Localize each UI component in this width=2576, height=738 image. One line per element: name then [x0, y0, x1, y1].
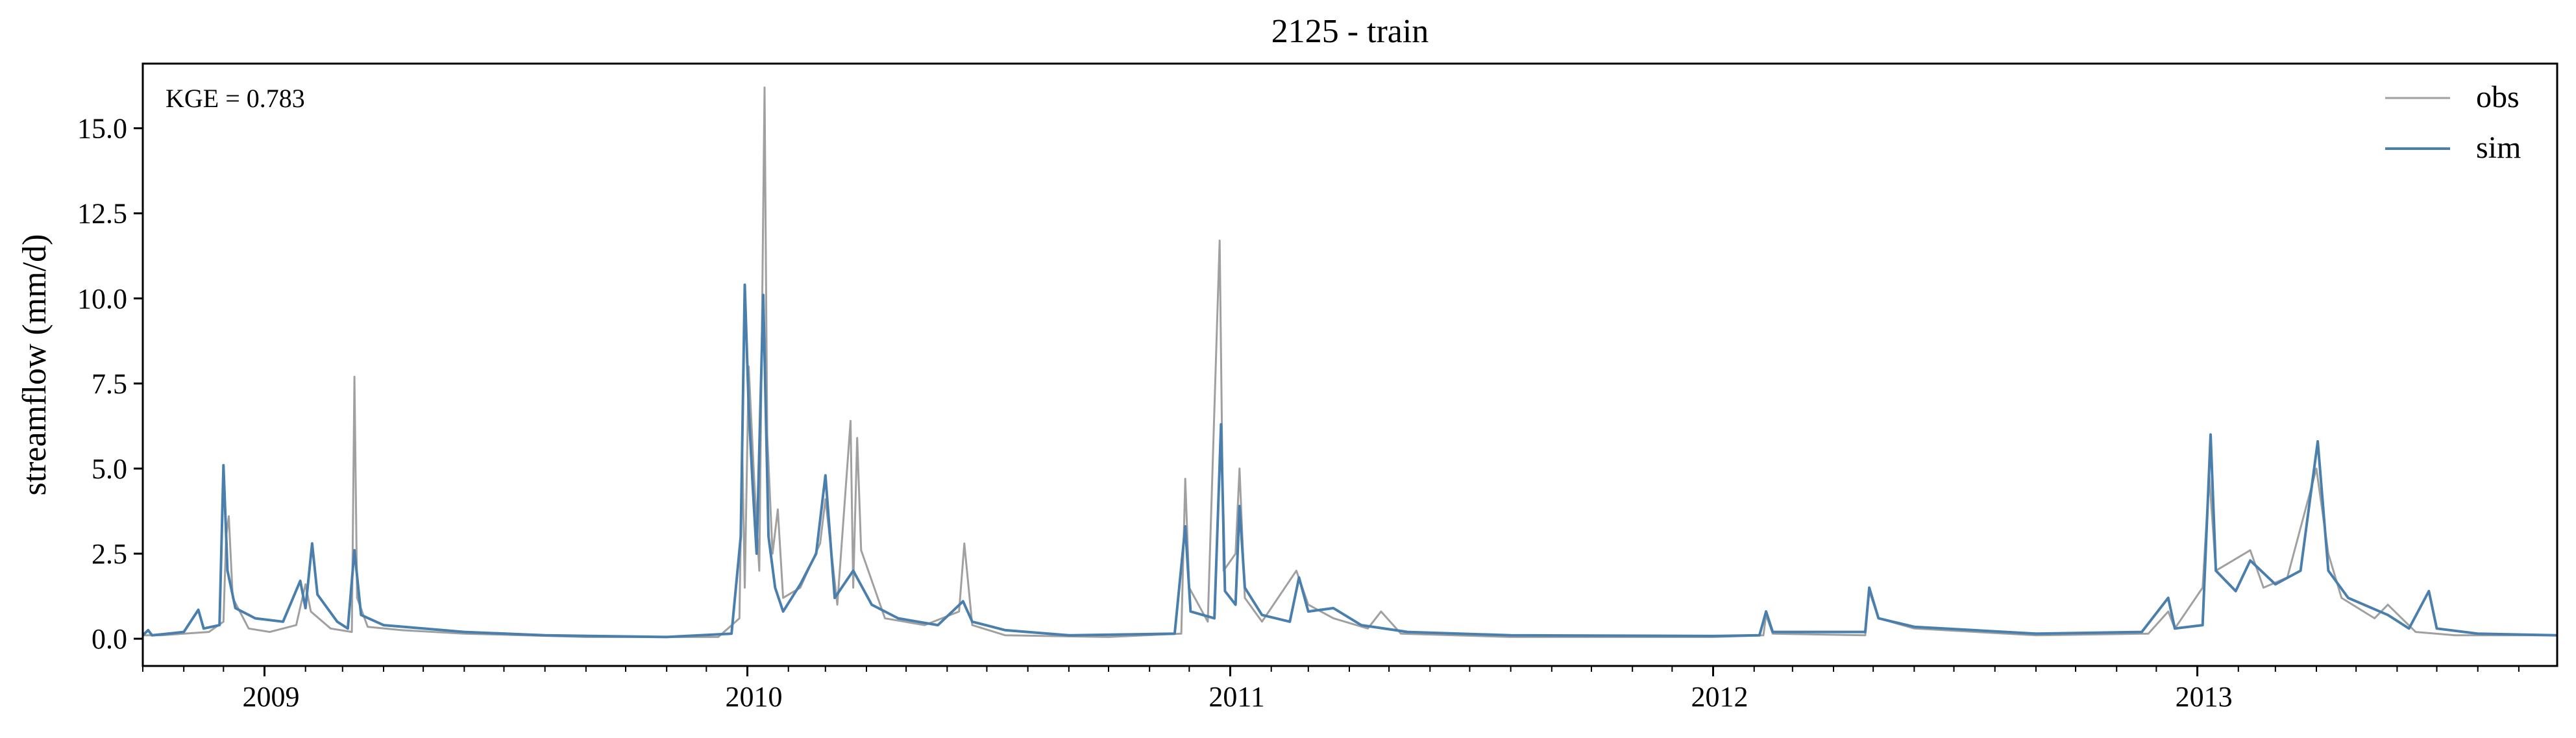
y-tick-label: 7.5 — [92, 368, 127, 400]
kge-annotation: KGE = 0.783 — [166, 84, 305, 113]
x-tick-label: 2011 — [1208, 681, 1264, 713]
y-tick-label: 0.0 — [92, 623, 127, 655]
plot-frame — [141, 62, 2558, 667]
y-tick-label: 12.5 — [77, 198, 127, 230]
x-tick-label: 2013 — [2176, 681, 2233, 713]
x-tick-label: 2012 — [1691, 681, 1748, 713]
x-axis-ticks: 2009 2010 2011 2012 2013 — [142, 666, 2520, 713]
y-tick-label: 15.0 — [77, 113, 127, 145]
y-tick-label: 2.5 — [92, 538, 127, 570]
series-line-sim — [141, 283, 2558, 639]
chart-title: 2125 - train — [1271, 13, 1429, 50]
legend-label-sim: sim — [2476, 130, 2521, 165]
y-axis-label: streamflow (mm/d) — [16, 234, 53, 496]
x-tick-label: 2009 — [243, 681, 300, 713]
y-tick-label: 10.0 — [77, 283, 127, 315]
y-axis-ticks: 0.0 2.5 5.0 7.5 10.0 12.5 15.0 — [77, 113, 143, 655]
y-tick-label: 5.0 — [92, 453, 127, 485]
series-layer — [141, 86, 2558, 639]
legend: obs sim — [2385, 80, 2521, 165]
x-tick-label: 2010 — [726, 681, 783, 713]
series-line-obs — [143, 86, 2557, 638]
legend-label-obs: obs — [2476, 80, 2520, 114]
